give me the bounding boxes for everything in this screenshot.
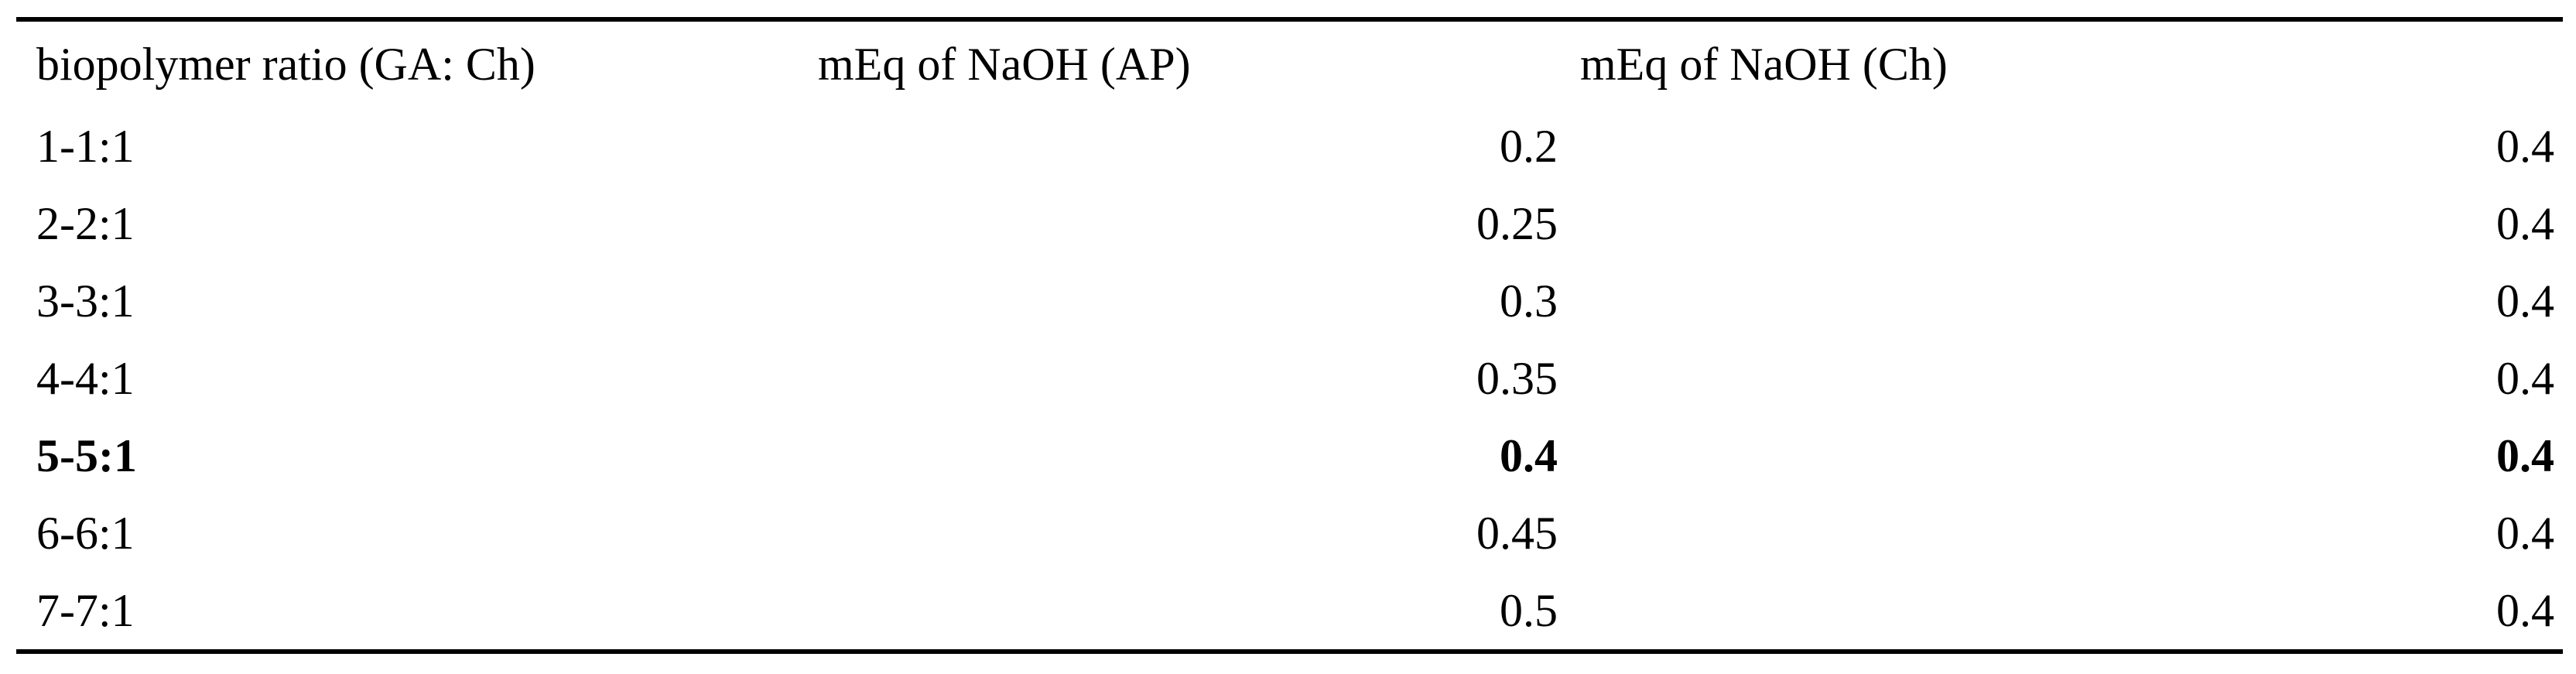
ratio-cell: 3-3:1 (36, 275, 135, 327)
value-cell: 0.3 (1500, 275, 1558, 327)
value-cell: 0.4 (2496, 429, 2554, 481)
value-cell: 0.4 (2496, 584, 2554, 636)
ratio-cell: 5-5:1 (36, 429, 137, 481)
value-cell: 0.5 (1500, 584, 1558, 636)
value-cell: 0.4 (2496, 352, 2554, 404)
table-header: biopolymer ratio (GA: Ch) mEq of NaOH (A… (16, 19, 2563, 108)
value-cell: 0.35 (1476, 352, 1558, 404)
header-row: biopolymer ratio (GA: Ch) mEq of NaOH (A… (16, 19, 2563, 108)
ratio-cell: 7-7:1 (36, 584, 135, 636)
header-cell: biopolymer ratio (GA: Ch) (36, 39, 535, 90)
data-table: biopolymer ratio (GA: Ch) mEq of NaOH (A… (16, 17, 2563, 654)
value-cell: 0.45 (1476, 507, 1558, 559)
value-cell: 0.4 (2496, 275, 2554, 327)
header-cell: mEq of NaOH (AP) (818, 39, 1191, 90)
ratio-cell: 4-4:1 (36, 352, 135, 404)
value-cell: 0.4 (1500, 429, 1558, 481)
table-row: 5-5:1 0.4 0.4 (16, 417, 2563, 494)
value-cell: 0.4 (2496, 507, 2554, 559)
table-body: 1-1:1 0.2 0.4 2-2:1 0.25 0.4 3-3:1 0.3 0.4 4-4:1 0… (16, 108, 2563, 652)
table-row: 6-6:1 0.45 0.4 (16, 494, 2563, 572)
table-row: 7-7:1 0.5 0.4 (16, 572, 2563, 652)
value-cell: 0.4 (2496, 197, 2554, 249)
table-row: 2-2:1 0.25 0.4 (16, 185, 2563, 262)
table-row: 4-4:1 0.35 0.4 (16, 340, 2563, 417)
table-row: 1-1:1 0.2 0.4 (16, 108, 2563, 185)
ratio-cell: 1-1:1 (36, 120, 135, 172)
ratio-cell: 2-2:1 (36, 197, 135, 249)
table-row: 3-3:1 0.3 0.4 (16, 262, 2563, 340)
header-cell: mEq of NaOH (Ch) (1580, 39, 1948, 90)
value-cell: 0.2 (1500, 120, 1558, 172)
value-cell: 0.4 (2496, 120, 2554, 172)
ratio-cell: 6-6:1 (36, 507, 135, 559)
value-cell: 0.25 (1476, 197, 1558, 249)
